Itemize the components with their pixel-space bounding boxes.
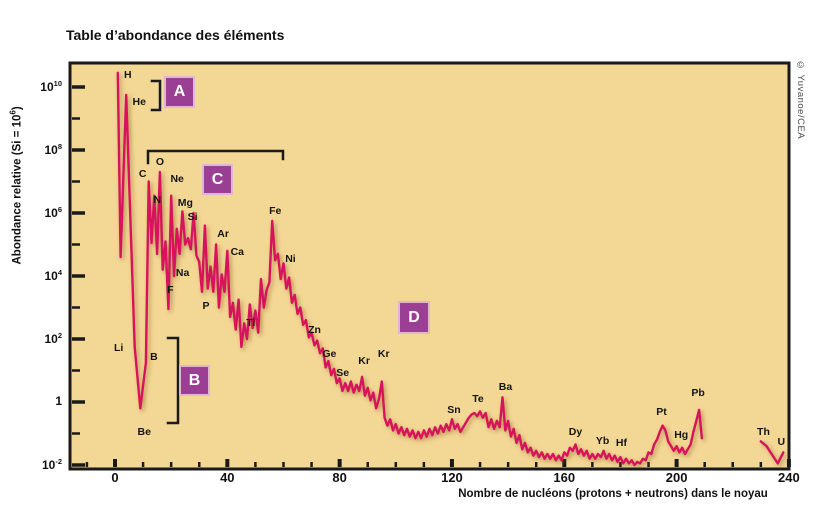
element-label-H: H [124, 68, 132, 81]
chart-title: Table d’abondance des éléments [66, 27, 285, 43]
zone-box-D: D [400, 303, 428, 332]
element-label-Hg: Hg [674, 428, 689, 441]
element-label-Kr: Kr [358, 354, 370, 367]
element-label-Ni: Ni [285, 253, 296, 266]
y-tick-label-104: 104 [44, 268, 62, 283]
abundance-curve-group [116, 71, 785, 467]
element-label-Kr: Kr [377, 347, 390, 360]
element-label-U: U [777, 436, 786, 449]
element-label-Ba: Ba [498, 381, 513, 394]
x-tick-label-160: 160 [553, 470, 576, 485]
element-label-Th: Th [757, 426, 770, 439]
element-label-Be: Be [137, 426, 151, 439]
y-axis-label-suffix: ) [11, 106, 24, 111]
element-label-Na: Na [175, 266, 190, 279]
element-label-Te: Te [472, 393, 484, 406]
element-label-Zn: Zn [308, 323, 321, 336]
element-label-F: F [167, 284, 174, 297]
bracket-B [166, 336, 180, 425]
element-label-Sn: Sn [447, 404, 461, 417]
bracket-A [150, 79, 162, 112]
element-label-Ti: Ti [246, 317, 256, 330]
y-tick-label-106: 106 [44, 205, 62, 220]
element-label-Pb: Pb [691, 386, 705, 399]
zone-box-A: A [166, 78, 193, 106]
x-tick-label-200: 200 [665, 470, 688, 485]
element-label-Ca: Ca [230, 245, 245, 258]
element-label-P: P [202, 299, 210, 312]
element-label-Dy: Dy [568, 425, 583, 438]
y-tick-label-108: 108 [44, 142, 62, 157]
abundance-curve-segment [759, 440, 785, 465]
element-label-Mg: Mg [177, 197, 193, 210]
x-tick-label-40: 40 [220, 470, 235, 485]
y-tick-label-102: 102 [44, 331, 62, 346]
x-tick-label-0: 0 [111, 470, 119, 485]
element-label-Se: Se [336, 367, 350, 380]
element-label-C: C [138, 167, 147, 180]
element-label-Hf: Hf [615, 437, 627, 450]
element-label-O: O [155, 156, 164, 169]
element-label-Ar: Ar [217, 227, 229, 240]
bracket-C [146, 149, 285, 165]
abundance-curve-segment [116, 71, 704, 467]
x-tick-label-120: 120 [441, 470, 463, 485]
element-label-B: B [150, 350, 158, 363]
y-tick-label-10-2: 10-2 [41, 457, 62, 472]
element-label-Si: Si [187, 211, 198, 223]
zone-box-B: B [181, 367, 208, 394]
element-label-Yb: Yb [595, 434, 610, 447]
x-tick-label-240: 240 [778, 470, 800, 485]
element-label-Pt: Pt [656, 405, 667, 418]
element-label-Li: Li [113, 341, 124, 354]
element-label-N: N [153, 193, 162, 206]
zone-box-C: C [204, 166, 231, 193]
element-label-Fe: Fe [269, 204, 282, 217]
element-label-Ne: Ne [170, 172, 184, 185]
y-axis-label-text: Abondance relative (Si = 10 [11, 114, 24, 265]
y-tick-label-1: 1 [55, 394, 62, 408]
y-tick-label-1010: 1010 [40, 79, 62, 94]
credit-text: © Yuvanoe/CEA [795, 60, 806, 140]
x-axis-label: Nombre de nucléons (protons + neutrons) … [458, 488, 768, 500]
plot-area [68, 61, 791, 471]
element-label-Ge: Ge [322, 348, 337, 361]
element-label-He: He [132, 95, 146, 108]
y-axis-label-exponent: 6 [8, 110, 18, 115]
x-tick-label-80: 80 [332, 470, 347, 485]
